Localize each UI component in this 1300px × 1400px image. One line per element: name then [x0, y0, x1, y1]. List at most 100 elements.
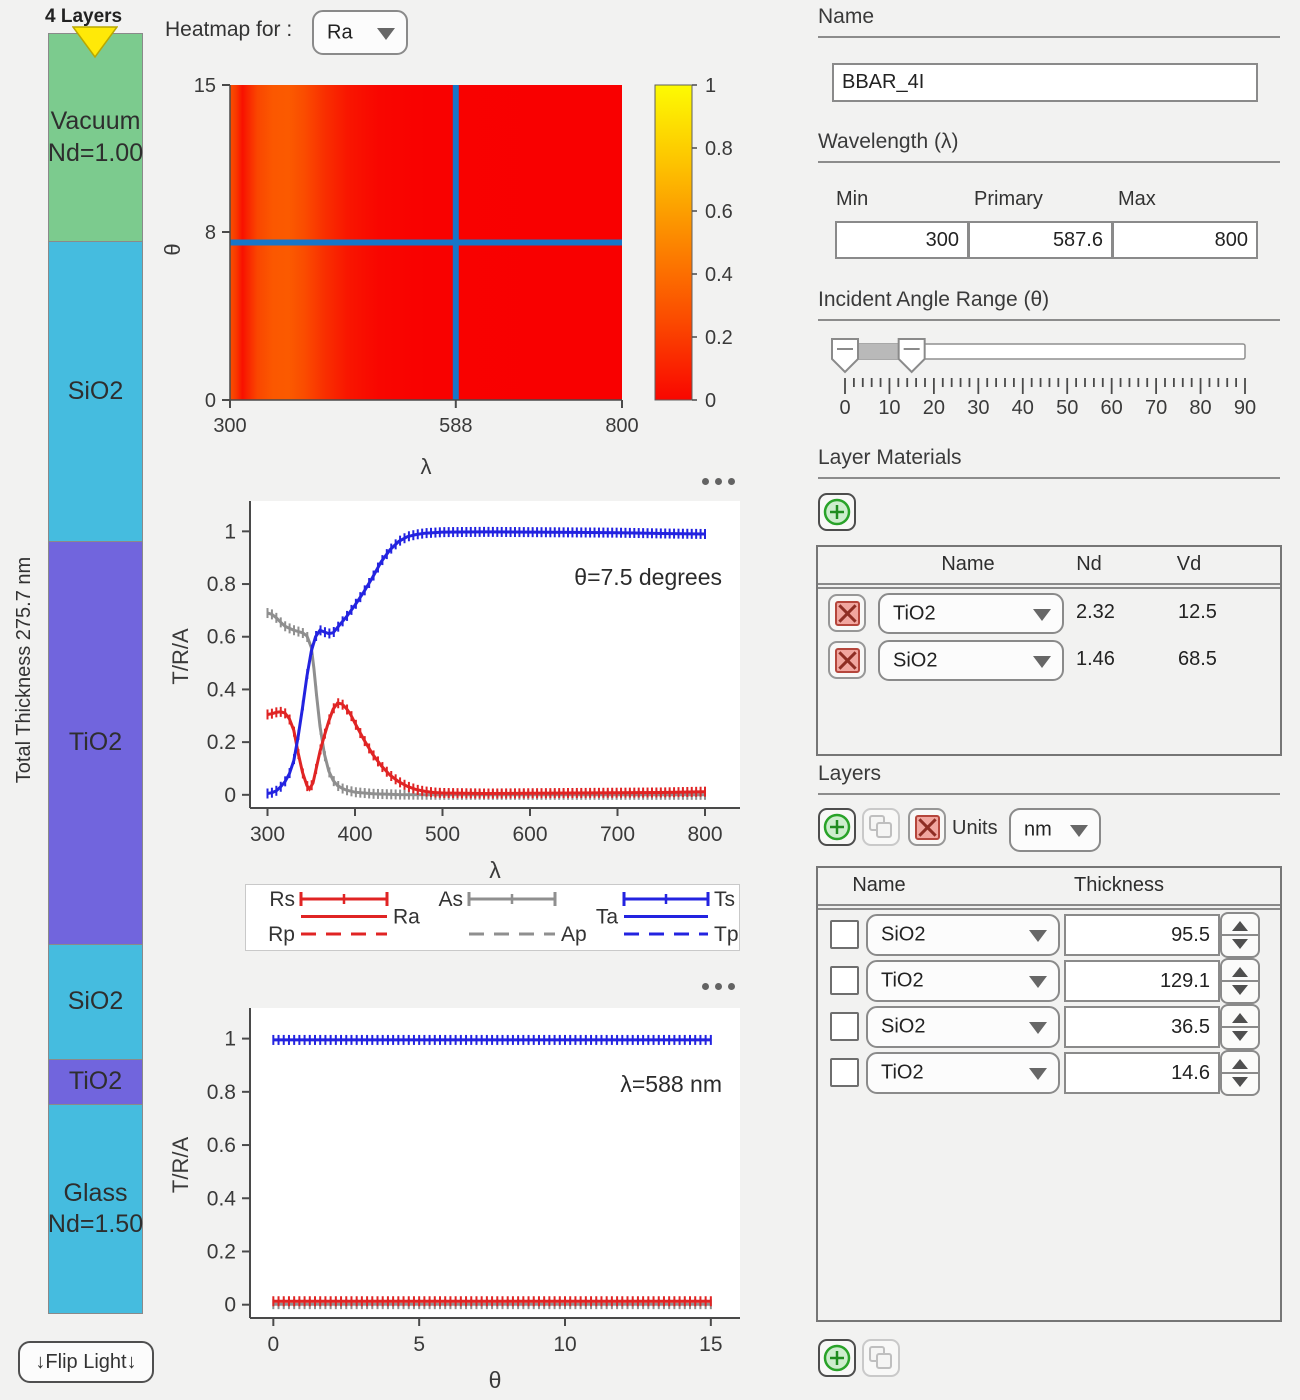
name-section-heading: Name	[818, 5, 875, 28]
svg-text:80: 80	[1189, 397, 1211, 419]
wavelength-min-label: Min	[836, 188, 869, 210]
wavelength-primary-input[interactable]	[968, 221, 1113, 259]
svg-text:1: 1	[224, 520, 236, 543]
stack-title: 4 Layers	[45, 6, 123, 27]
total-thickness-label: Total Thickness 275.7 nm	[13, 556, 35, 784]
thickness-spinner[interactable]	[1220, 1050, 1260, 1096]
heatmap-quantity-dropdown[interactable]: Ra	[312, 10, 408, 55]
wavelength-min-input[interactable]	[835, 221, 969, 259]
material-name-dropdown[interactable]: TiO2	[878, 593, 1064, 634]
add-material-button[interactable]	[818, 493, 856, 531]
incident-angle-range-slider[interactable]: 0 10 20 30 40 50 60 70 80 90	[815, 336, 1293, 422]
chevron-down-icon	[1033, 608, 1051, 621]
svg-text:40: 40	[1012, 397, 1034, 419]
plot-legend: Rs Ra Rp As Ap Ta Ts Tp	[245, 884, 740, 951]
svg-text:8: 8	[205, 222, 216, 244]
thickness-spinner[interactable]	[1220, 1004, 1260, 1050]
legend-label-As: As	[438, 888, 463, 911]
svg-text:λ: λ	[421, 454, 432, 477]
layer-select-checkbox[interactable]	[830, 920, 859, 949]
wavelength-max-input[interactable]	[1112, 221, 1258, 259]
stack-layer-label: TiO2	[68, 728, 123, 757]
svg-text:800: 800	[605, 415, 638, 437]
layer-thickness-input[interactable]	[1064, 1052, 1220, 1094]
svg-text:20: 20	[923, 397, 945, 419]
thickness-spinner[interactable]	[1220, 958, 1260, 1004]
layer-thickness-input[interactable]	[1064, 1006, 1220, 1048]
layer-thickness-input[interactable]	[1064, 960, 1220, 1002]
svg-text:5: 5	[413, 1333, 425, 1356]
layer-select-checkbox[interactable]	[830, 966, 859, 995]
svg-text:0: 0	[224, 1294, 236, 1317]
layer-materials-heading: Layer Materials	[818, 446, 962, 469]
svg-text:15: 15	[194, 75, 216, 97]
svg-text:0.8: 0.8	[207, 1081, 236, 1104]
duplicate-layer-button[interactable]	[862, 808, 900, 846]
spinner-up-icon[interactable]	[1232, 1013, 1248, 1023]
duplicate-layer-button-bottom[interactable]	[862, 1339, 900, 1377]
axes-menu-ellipsis[interactable]	[702, 478, 735, 485]
heatmap-for-label: Heatmap for :	[165, 18, 293, 41]
stack-layer: SiO2	[49, 944, 142, 1059]
slider-thumb-low[interactable]	[831, 338, 859, 374]
spinner-down-icon[interactable]	[1232, 939, 1248, 949]
thickness-spinner[interactable]	[1220, 912, 1260, 958]
svg-text:15: 15	[699, 1333, 722, 1356]
axes-menu-ellipsis[interactable]	[702, 983, 735, 990]
stack-layer-label: Nd=1.50	[47, 1210, 144, 1238]
svg-text:800: 800	[687, 823, 722, 846]
spinner-up-icon[interactable]	[1232, 921, 1248, 931]
legend-label-Ap: Ap	[561, 923, 587, 946]
layer-material-dropdown[interactable]: SiO2	[866, 1006, 1060, 1048]
delete-material-button[interactable]	[828, 641, 866, 679]
flip-light-button[interactable]: ↓Flip Light↓	[18, 1341, 154, 1383]
layer-thickness-input[interactable]	[1064, 914, 1220, 956]
incident-light-marker-icon	[72, 26, 118, 59]
delete-x-icon	[834, 600, 860, 626]
layer-select-checkbox[interactable]	[830, 1012, 859, 1041]
svg-text:0.8: 0.8	[705, 138, 733, 160]
layer-material-dropdown[interactable]: SiO2	[866, 914, 1060, 956]
svg-text:0.2: 0.2	[207, 731, 236, 754]
stack-layer-label: Glass	[63, 1178, 128, 1207]
svg-text:0.8: 0.8	[207, 573, 236, 596]
material-vd-value: 12.5	[1178, 601, 1217, 623]
spinner-down-icon[interactable]	[1232, 1031, 1248, 1041]
slider-thumb-high[interactable]	[897, 338, 926, 374]
delete-x-icon	[914, 814, 940, 840]
svg-text:0: 0	[205, 390, 216, 412]
svg-text:60: 60	[1101, 397, 1123, 419]
layer-material-dropdown[interactable]: TiO2	[866, 960, 1060, 1002]
svg-text:10: 10	[878, 397, 900, 419]
svg-text:θ: θ	[160, 243, 185, 255]
materials-col-vd: Vd	[1176, 553, 1202, 575]
svg-text:50: 50	[1056, 397, 1078, 419]
spinner-down-icon[interactable]	[1232, 985, 1248, 995]
svg-text:0.2: 0.2	[207, 1240, 236, 1263]
chevron-down-icon	[377, 27, 395, 40]
units-value: nm	[1024, 818, 1052, 841]
layer-materials-table: Name Nd Vd TiO2 2.32 12.5 SiO2 1.46 68.5	[816, 545, 1282, 756]
svg-text:T/R/A: T/R/A	[168, 1137, 193, 1194]
material-name-dropdown[interactable]: SiO2	[878, 640, 1064, 681]
delete-material-button[interactable]	[828, 594, 866, 632]
delete-layer-button[interactable]	[908, 808, 946, 846]
layer-material-dropdown[interactable]: TiO2	[866, 1052, 1060, 1094]
svg-text:70: 70	[1145, 397, 1167, 419]
spinner-up-icon[interactable]	[1232, 1059, 1248, 1069]
stack-layer: Vacuum Nd=1.00	[48, 34, 143, 241]
design-name-input[interactable]	[832, 63, 1258, 102]
layer-select-checkbox[interactable]	[830, 1058, 859, 1087]
wavelength-primary-label: Primary	[974, 188, 1043, 210]
svg-text:90: 90	[1234, 397, 1256, 419]
svg-text:λ: λ	[489, 857, 501, 880]
units-dropdown[interactable]: nm	[1009, 808, 1101, 852]
add-layer-button-bottom[interactable]	[818, 1339, 856, 1377]
spinner-up-icon[interactable]	[1232, 967, 1248, 977]
add-layer-button[interactable]	[818, 808, 856, 846]
spinner-down-icon[interactable]	[1232, 1077, 1248, 1087]
stack-layer-label: SiO2	[67, 987, 124, 1016]
stack-layer: TiO2	[49, 541, 142, 944]
